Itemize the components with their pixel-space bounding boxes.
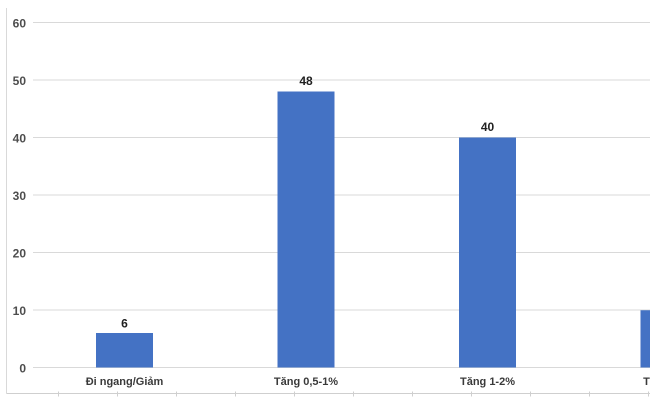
svg-text:6: 6 [121,317,128,331]
svg-text:48: 48 [299,74,313,88]
svg-text:60: 60 [13,17,27,31]
svg-text:Tăng 0,5-1%: Tăng 0,5-1% [274,376,338,388]
svg-text:30: 30 [13,189,27,203]
svg-text:40: 40 [481,120,495,134]
svg-text:Đi ngang/Giảm: Đi ngang/Giảm [86,376,164,388]
svg-text:Tăng 1-2%: Tăng 1-2% [460,376,515,388]
svg-text:0: 0 [19,362,26,376]
svg-text:10: 10 [13,304,27,318]
svg-text:50: 50 [13,74,27,88]
svg-text:Tăng >2%: Tăng >2% [643,376,650,388]
svg-text:20: 20 [13,247,27,261]
svg-text:40: 40 [13,132,27,146]
